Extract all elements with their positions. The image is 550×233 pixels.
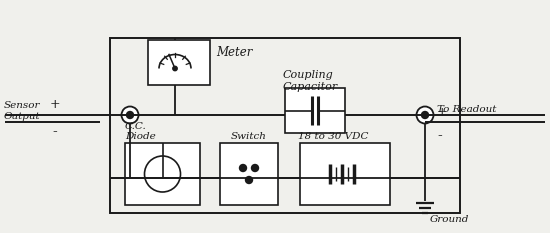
Bar: [220, 143, 278, 205]
Text: To Readout: To Readout: [437, 106, 496, 114]
Bar: [285, 88, 345, 133]
Circle shape: [251, 164, 258, 171]
Circle shape: [126, 112, 134, 119]
Text: Switch: Switch: [231, 132, 267, 141]
Bar: [148, 40, 210, 85]
Text: +: +: [437, 106, 448, 119]
Circle shape: [421, 112, 428, 119]
Text: +: +: [50, 98, 60, 111]
Circle shape: [145, 156, 180, 192]
Bar: [110, 38, 460, 213]
Circle shape: [173, 66, 177, 71]
Text: Ground: Ground: [430, 215, 469, 224]
Bar: [300, 143, 390, 205]
Text: Meter: Meter: [216, 45, 252, 58]
Text: -: -: [437, 129, 442, 143]
Text: 18 to 30 VDC: 18 to 30 VDC: [298, 132, 368, 141]
Circle shape: [245, 177, 252, 184]
Bar: [125, 143, 200, 205]
Text: Sensor
Output: Sensor Output: [4, 101, 41, 121]
Text: C.C.
Diode: C.C. Diode: [125, 122, 156, 141]
Text: -: -: [53, 125, 57, 139]
Text: Coupling
Capacitor: Coupling Capacitor: [283, 70, 338, 92]
Circle shape: [416, 106, 433, 123]
Circle shape: [122, 106, 139, 123]
Circle shape: [239, 164, 246, 171]
